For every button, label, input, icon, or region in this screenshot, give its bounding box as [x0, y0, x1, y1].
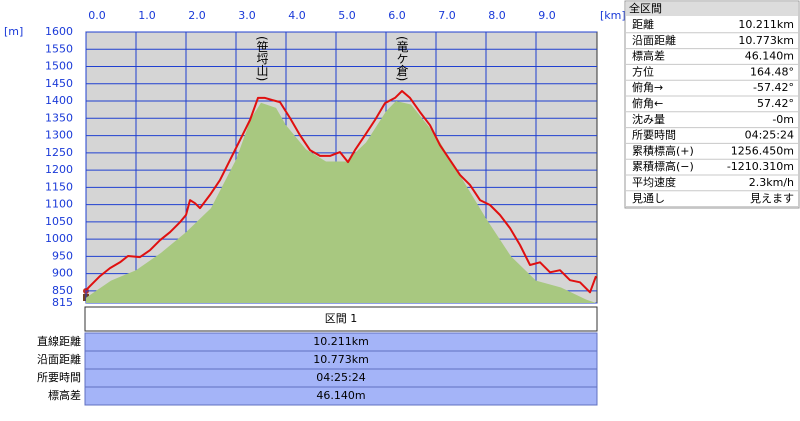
- x-tick-label: 3.0: [238, 9, 256, 22]
- peak-label: (竜ケ倉): [395, 36, 409, 81]
- x-tick-label: 7.0: [438, 9, 456, 22]
- summary-label: 距離: [632, 17, 654, 31]
- summary-value: -57.42°: [753, 81, 794, 94]
- summary-label: 俯角→: [632, 80, 663, 94]
- y-tick-label: 1150: [45, 180, 73, 193]
- y-tick-label: 1000: [45, 232, 73, 245]
- elevation-area: [86, 101, 596, 303]
- summary-value: 10.211km: [738, 18, 794, 31]
- x-tick-label: 1.0: [138, 9, 156, 22]
- summary-title: 全区間: [629, 1, 662, 15]
- y-tick-label: 1300: [45, 129, 73, 142]
- summary-header: [626, 2, 798, 16]
- summary-label: 沈み量: [632, 112, 665, 126]
- x-tick-label: 9.0: [538, 9, 556, 22]
- summary-value: 46.140m: [745, 50, 794, 63]
- y-tick-label: 1450: [45, 77, 73, 90]
- y-tick-label: 1550: [45, 42, 73, 55]
- summary-panel: [624, 0, 800, 209]
- summary-value: 04:25:24: [745, 129, 794, 142]
- y-tick-label: 1200: [45, 163, 73, 176]
- summary-value: 164.48°: [750, 65, 794, 78]
- x-unit: [km]: [600, 9, 626, 22]
- summary-label: 見通し: [632, 192, 665, 205]
- summary-value: -0m: [772, 113, 794, 126]
- section-value: 10.211km: [313, 335, 369, 348]
- summary-value: 見えます: [750, 192, 794, 205]
- summary-label: 平均速度: [632, 175, 676, 189]
- x-tick-label: 8.0: [488, 9, 506, 22]
- summary-value: 10.773km: [738, 34, 794, 47]
- section-label: 直線距離: [37, 334, 81, 348]
- x-tick-label: 2.0: [188, 9, 206, 22]
- summary-label: 沿面距離: [632, 33, 676, 47]
- summary-label: 標高差: [632, 49, 665, 63]
- y-tick-label: 950: [52, 249, 73, 262]
- summary-label: 方位: [632, 64, 654, 78]
- y-tick-label: 900: [52, 267, 73, 280]
- x-tick-label: 5.0: [338, 9, 356, 22]
- summary-value: 2.3km/h: [749, 176, 794, 189]
- summary-label: 所要時間: [632, 129, 676, 142]
- section-header: 区間 1: [325, 312, 358, 325]
- section-value: 04:25:24: [316, 371, 365, 384]
- y-tick-label: 1400: [45, 94, 73, 107]
- summary-value: 1256.450m: [731, 144, 794, 157]
- peak-label: (笹埒山): [255, 36, 269, 81]
- y-unit: [m]: [4, 25, 23, 38]
- summary-value: -1210.310m: [727, 160, 794, 173]
- section-value: 46.140m: [316, 389, 365, 402]
- y-tick-label: 1500: [45, 60, 73, 73]
- summary-value: 57.42°: [757, 97, 794, 110]
- x-tick-label: 4.0: [288, 9, 306, 22]
- y-tick-label: 850: [52, 284, 73, 297]
- x-tick-label: 0.0: [88, 9, 106, 22]
- x-tick-label: 6.0: [388, 9, 406, 22]
- section-label: 沿面距離: [37, 352, 81, 366]
- y-tick-label: 1100: [45, 198, 73, 211]
- summary-label: 俯角←: [632, 96, 663, 110]
- section-label: 所要時間: [37, 371, 81, 384]
- y-tick-label: 815: [52, 296, 73, 309]
- elevation-line: [85, 90, 597, 294]
- y-tick-label: 1250: [45, 146, 73, 159]
- y-tick-label: 1600: [45, 25, 73, 38]
- y-tick-label: 1350: [45, 111, 73, 124]
- summary-label: 累積標高(+): [632, 143, 694, 157]
- summary-label: 累積標高(−): [632, 159, 694, 173]
- section-cell: [84, 386, 598, 406]
- section-value: 10.773km: [313, 353, 369, 366]
- section-label: 標高差: [48, 388, 81, 402]
- section-header-cell: [84, 306, 598, 332]
- y-tick-label: 1050: [45, 215, 73, 228]
